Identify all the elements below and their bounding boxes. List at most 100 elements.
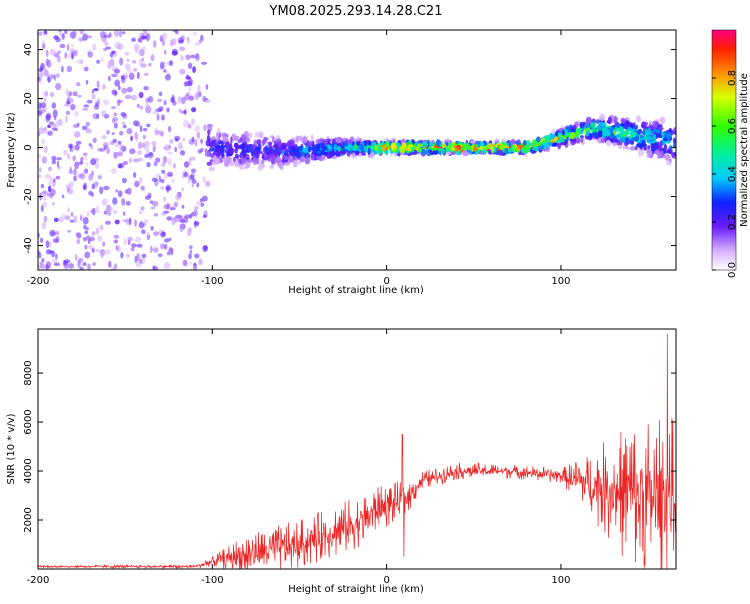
heat-cell <box>411 148 415 153</box>
heat-cell <box>123 237 127 246</box>
heat-cell <box>148 62 152 67</box>
heat-cell <box>66 101 71 105</box>
heat-cell <box>70 212 74 217</box>
heat-cell <box>123 72 129 80</box>
heat-cell <box>531 142 536 148</box>
heat-cell <box>207 129 211 136</box>
heat-cell <box>469 140 476 144</box>
heat-cell <box>53 238 59 244</box>
heat-cell <box>53 217 59 222</box>
heat-cell <box>179 224 184 233</box>
heat-cell <box>177 37 184 44</box>
heat-cell <box>85 162 89 166</box>
heat-cell <box>179 150 186 156</box>
heat-cell <box>187 123 192 129</box>
heat-cell <box>508 141 512 147</box>
heat-cell <box>44 129 49 135</box>
heat-cell <box>244 144 249 149</box>
colorbar-tick-label: 0.0 <box>727 262 738 278</box>
heat-cell <box>551 142 557 146</box>
heat-cell <box>49 176 53 182</box>
heat-cell <box>175 193 181 201</box>
heat-cell <box>93 210 101 214</box>
heat-cell <box>133 43 140 51</box>
heat-cell <box>171 38 177 46</box>
heat-cell <box>119 131 124 136</box>
heat-cell <box>73 175 77 182</box>
heat-cell <box>95 249 100 253</box>
heat-cell <box>82 33 88 41</box>
heat-cell <box>121 87 128 94</box>
heat-cell <box>138 48 145 57</box>
heat-cell <box>310 154 316 161</box>
heat-cell <box>585 116 592 125</box>
heat-cell <box>160 178 165 184</box>
heat-cell <box>323 138 329 144</box>
heat-cell <box>158 175 161 182</box>
heat-cell <box>45 264 49 270</box>
heat-cell <box>635 124 639 130</box>
heat-cell <box>273 151 278 158</box>
heat-cell <box>115 144 119 148</box>
heat-cell <box>561 129 566 136</box>
heat-cell <box>238 165 245 170</box>
x-tick-label: 100 <box>551 276 570 287</box>
heat-cell <box>97 235 103 242</box>
heat-cell <box>108 205 113 214</box>
heat-cell <box>517 144 523 149</box>
heat-cell <box>47 76 51 83</box>
heat-cell <box>320 143 325 150</box>
heat-cell <box>234 147 238 154</box>
heat-cell <box>200 202 205 207</box>
heat-cell <box>639 143 643 150</box>
heat-cell <box>117 190 123 198</box>
heat-cell <box>97 175 102 180</box>
heat-cell <box>664 144 667 151</box>
heat-cell <box>205 84 209 90</box>
heat-cell <box>445 151 452 156</box>
heat-cell <box>139 211 143 215</box>
snr-xlabel: Height of straight line (km) <box>288 584 424 595</box>
heat-cell <box>156 113 160 121</box>
heat-cell <box>124 189 128 195</box>
heat-cell <box>599 113 606 122</box>
heat-cell <box>267 141 273 146</box>
spectrogram-ylabel: Frequency (Hz) <box>6 112 17 188</box>
heat-cell <box>194 253 200 259</box>
heat-cell <box>161 32 168 40</box>
heat-cell <box>182 119 190 128</box>
heat-cell <box>166 203 171 210</box>
heat-cell <box>258 150 263 155</box>
heat-cell <box>577 128 582 133</box>
heat-cell <box>179 46 186 52</box>
heat-cell <box>70 103 76 111</box>
heat-cell <box>177 96 182 104</box>
heat-cell <box>278 147 284 151</box>
heat-cell <box>381 146 386 151</box>
heat-cell <box>556 139 562 143</box>
heat-cell <box>648 120 652 124</box>
heat-cell <box>432 147 438 151</box>
heat-cell <box>112 197 118 205</box>
heat-cell <box>130 94 137 101</box>
heat-cell <box>150 225 154 231</box>
heat-cell <box>351 141 355 146</box>
heat-cell <box>91 183 95 190</box>
heat-cell <box>141 253 147 258</box>
heat-cell <box>620 117 625 123</box>
heat-cell <box>169 139 174 144</box>
heat-cell <box>244 148 248 154</box>
heat-cell <box>48 250 54 254</box>
heat-cell <box>102 199 105 206</box>
y-tick-label: 4000 <box>23 458 34 483</box>
heat-cell <box>40 109 46 114</box>
heat-cell <box>51 202 55 206</box>
heat-cell <box>122 31 126 35</box>
heat-cell <box>174 146 178 153</box>
heat-cell <box>233 142 239 148</box>
heat-cell <box>191 107 197 113</box>
heat-cell <box>92 89 95 94</box>
heat-cell <box>85 121 90 127</box>
heat-cell <box>664 154 671 161</box>
